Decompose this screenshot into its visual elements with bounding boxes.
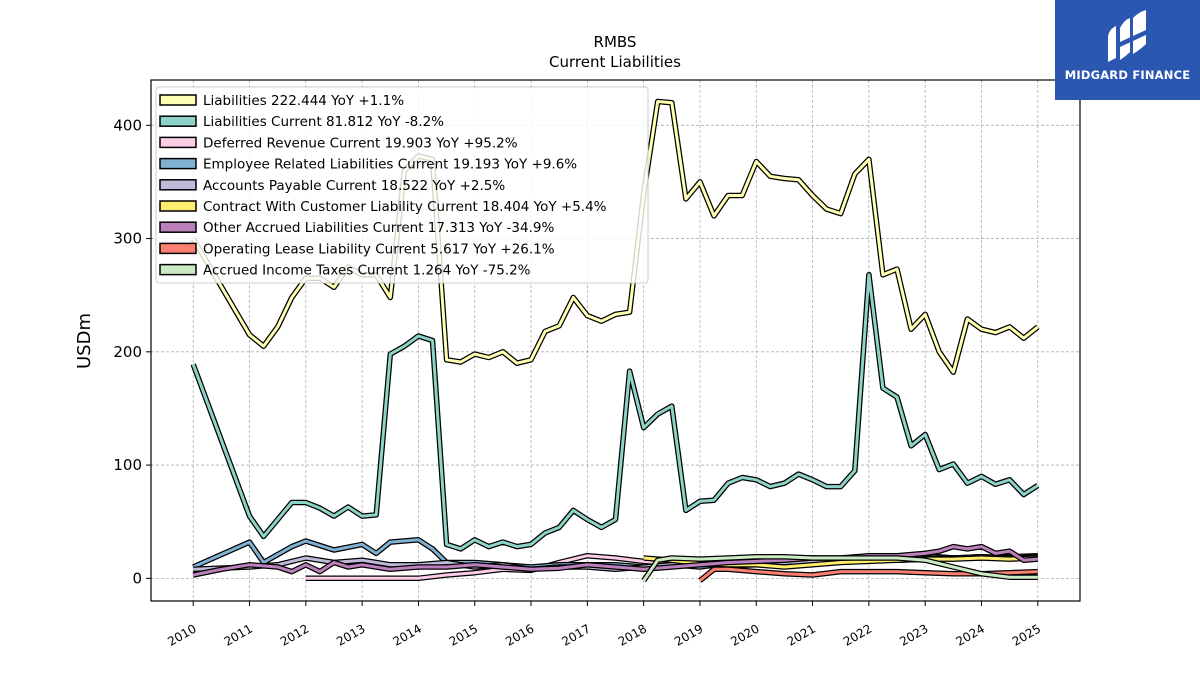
x-tick-label: 2014 (390, 621, 423, 648)
x-tick-label: 2019 (672, 621, 705, 648)
legend-entry-label: Operating Lease Liability Current 5.617 … (203, 241, 555, 257)
y-tick-label: 400 (113, 116, 142, 134)
legend-swatch (159, 221, 197, 233)
x-tick-label: 2017 (559, 621, 592, 648)
plot-frame (150, 79, 1081, 602)
legend-entry-label: Employee Related Liabilities Current 19.… (203, 157, 577, 173)
legend-swatch (159, 200, 197, 212)
x-tick-label: 2022 (841, 621, 874, 648)
legend-swatch (159, 136, 197, 149)
x-tick-label: 2010 (165, 621, 198, 648)
y-axis-label: USDm (74, 313, 95, 369)
legend-swatch (159, 94, 197, 106)
legend-swatch (159, 115, 197, 127)
x-tick-label: 2016 (503, 621, 536, 648)
legend-entry-label: Deferred Revenue Current 19.903 YoY +95.… (203, 135, 518, 151)
series-line (642, 555, 1038, 582)
x-tick-label: 2011 (222, 621, 255, 648)
x-tick-label: 2015 (447, 621, 480, 648)
chart-subtitle: Current Liabilities (549, 53, 681, 71)
x-tick-label: 2023 (897, 621, 930, 648)
y-tick-label: 0 (132, 569, 142, 587)
x-tick-label: 2025 (1010, 621, 1043, 648)
series-line (192, 545, 1038, 577)
legend-swatch (159, 157, 197, 170)
x-tick-label: 2012 (278, 621, 311, 648)
legend-entry-label: Accrued Income Taxes Current 1.264 YoY -… (203, 263, 531, 279)
legend-entry-label: Liabilities 222.444 YoY +1.1% (203, 93, 404, 109)
legend: Liabilities 222.444 YoY +1.1% Liabilities… (155, 86, 649, 284)
brand-name: MIDGARD FINANCE (1064, 68, 1191, 82)
legend-swatch (159, 263, 197, 276)
midgard-logo-icon (1108, 10, 1146, 62)
legend-entry-label: Accounts Payable Current 18.522 YoY +2.5… (203, 178, 505, 194)
x-tick-label: 2013 (334, 621, 367, 648)
legend-swatch (159, 242, 197, 255)
legend-box (155, 86, 649, 284)
x-tick-label: 2018 (616, 621, 649, 648)
y-tick-label: 300 (113, 230, 142, 248)
brand-logo: MIDGARD FINANCE (1055, 0, 1200, 100)
x-tick-label: 2021 (785, 621, 818, 648)
series-2 (190, 272, 1040, 552)
x-tick-label: 2024 (954, 621, 987, 648)
legend-entry-label: Other Accrued Liabilities Current 17.313… (203, 220, 554, 236)
legend-entry-label: Liabilities Current 81.812 YoY -8.2% (203, 114, 444, 130)
series-line (191, 273, 1039, 551)
x-tick-label: 2020 (728, 621, 761, 648)
series-9 (641, 554, 1038, 583)
y-tick-label: 100 (113, 456, 142, 474)
legend-entry-label: Contract With Customer Liability Current… (203, 199, 607, 215)
legend-swatch (159, 179, 197, 191)
chart-title: RMBS (594, 33, 637, 51)
y-tick-label: 200 (113, 343, 142, 361)
series-7 (192, 543, 1039, 578)
